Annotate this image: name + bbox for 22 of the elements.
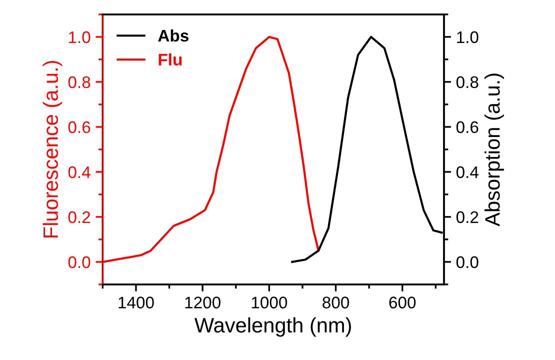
y2-tick-label: 0.2 xyxy=(456,211,478,224)
x-tick-label: 1000 xyxy=(252,296,288,308)
y2-axis-title: Absorption (a.u.) xyxy=(484,74,504,226)
y2-tick-label: 1.0 xyxy=(457,31,478,44)
x-axis-title: Wavelength (nm) xyxy=(194,317,351,337)
x-tick-label: 1200 xyxy=(185,296,220,308)
y-tick-label: 0.4 xyxy=(68,166,90,178)
y-tick-label: 1.0 xyxy=(68,31,90,44)
y2-tick-label: 0.4 xyxy=(456,166,478,178)
x-tick-label: 1400 xyxy=(118,296,154,308)
y2-tick-label: 0.0 xyxy=(456,256,478,268)
y-axis-title: Fluorescence (a.u.) xyxy=(42,60,62,238)
y2-tick-label: 0.8 xyxy=(456,76,478,88)
y-tick-label: 0.2 xyxy=(68,211,90,224)
x-tick-label: 800 xyxy=(322,296,350,308)
legend-label: Abs xyxy=(158,29,188,42)
y-tick-label: 0.8 xyxy=(68,76,90,88)
y-tick-label: 0.0 xyxy=(68,256,90,268)
x-tick-label: 600 xyxy=(389,296,416,308)
legend-label: Flu xyxy=(158,53,182,66)
y2-tick-label: 0.6 xyxy=(456,121,478,134)
y-tick-label: 0.6 xyxy=(68,121,90,134)
